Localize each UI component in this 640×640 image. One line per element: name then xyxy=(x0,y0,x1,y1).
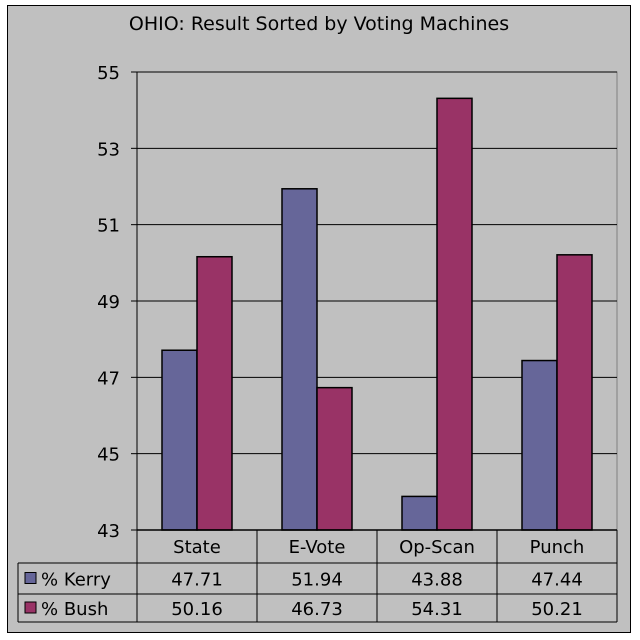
data-label: 54.31 xyxy=(411,599,463,620)
bar xyxy=(521,359,558,531)
data-label: 51.94 xyxy=(291,570,343,591)
data-table: State E-Vote Op-Scan Punch % Kerry 47.71 51.94… xyxy=(17,529,618,623)
x-category-label: State xyxy=(173,537,221,558)
data-label: 50.16 xyxy=(171,599,223,620)
legend-swatch xyxy=(24,601,37,614)
y-tick-label: 55 xyxy=(97,63,120,84)
plot-area: 43 45 47 49 51 53 55 xyxy=(97,63,618,542)
x-category-label: E-Vote xyxy=(289,537,346,558)
bar xyxy=(161,349,198,531)
data-label: 46.73 xyxy=(291,599,343,620)
data-label: 47.44 xyxy=(531,570,583,591)
bar xyxy=(316,386,353,531)
legend-label: % Kerry xyxy=(41,570,111,591)
data-label: 47.71 xyxy=(171,570,223,591)
legend-swatch xyxy=(24,572,37,584)
x-category-label: Punch xyxy=(530,537,585,558)
y-tick-label: 49 xyxy=(97,292,120,313)
legend-label: % Bush xyxy=(41,599,108,620)
bar xyxy=(281,188,318,531)
bar xyxy=(436,97,473,531)
data-label: 50.21 xyxy=(531,599,583,620)
data-label: 43.88 xyxy=(411,570,463,591)
y-tick-label: 47 xyxy=(97,368,120,389)
y-tick-label: 53 xyxy=(97,139,120,160)
y-tick-label: 51 xyxy=(97,216,120,237)
bar xyxy=(196,255,233,531)
y-tick-label: 45 xyxy=(97,445,120,466)
x-category-label: Op-Scan xyxy=(399,537,475,558)
chart-title: OHIO: Result Sorted by Voting Machines xyxy=(129,13,509,35)
bar xyxy=(401,495,438,531)
bar xyxy=(556,254,593,531)
y-tick-label: 43 xyxy=(97,521,120,542)
